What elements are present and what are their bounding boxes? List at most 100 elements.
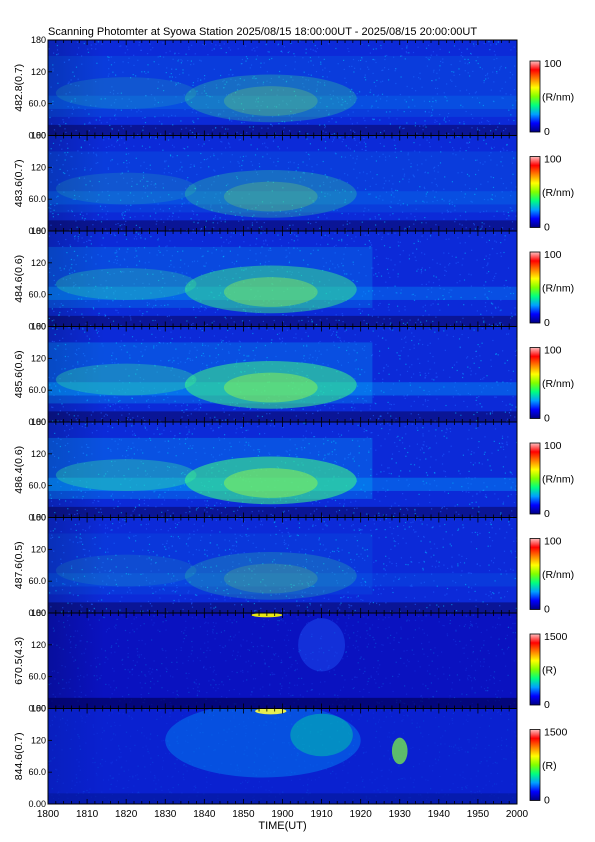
colorbar-max: 1500 — [544, 631, 568, 643]
y-tick-label: 180 — [31, 226, 46, 236]
y-tick-label: 120 — [31, 544, 46, 554]
x-axis-label: TIME(UT) — [258, 820, 306, 832]
x-tick-label: 1850 — [232, 809, 255, 820]
colorbar — [529, 60, 541, 133]
chart-title: Scanning Photomter at Syowa Station 2025… — [48, 26, 478, 38]
panel-ylabel: 844.6(0.7) — [13, 732, 25, 780]
x-tick-label: 1820 — [115, 809, 138, 820]
y-tick-label: 60.0 — [28, 672, 46, 682]
colorbar — [529, 347, 541, 419]
colorbar — [529, 251, 541, 324]
colorbar-min: 0 — [544, 317, 550, 329]
x-tick-label: 1940 — [428, 809, 451, 820]
y-tick-label: 60.0 — [28, 290, 46, 300]
colorbar-max: 100 — [544, 154, 562, 166]
panel-1: 0.00 60.0 120 180 482.8(0.7) 100 (R/nm) 0 — [13, 35, 574, 141]
y-tick-label: 120 — [31, 640, 46, 650]
y-tick-label: 120 — [31, 258, 46, 268]
colorbar — [529, 729, 541, 801]
colorbar-max: 100 — [544, 249, 562, 261]
colorbar-unit: (R/nm) — [542, 474, 574, 486]
panel-image — [48, 613, 517, 709]
x-tick-label: 1840 — [193, 809, 216, 820]
y-tick-label: 0.00 — [28, 131, 46, 141]
colorbar-min: 0 — [544, 604, 550, 616]
colorbar — [529, 442, 541, 515]
panel-ylabel: 486.4(0.6) — [13, 446, 25, 494]
y-tick-label: 60.0 — [28, 385, 46, 395]
panel-5: 0.00 60.0 120 180 486.4(0.6) 100 (R/nm) 0 — [13, 417, 574, 523]
y-tick-label: 0.00 — [28, 513, 46, 523]
panel-ylabel: 485.6(0.6) — [13, 350, 25, 398]
panel-3: 0.00 60.0 120 180 484.6(0.6) 100 (R/nm) 0 — [13, 226, 574, 332]
panel-image — [48, 708, 517, 804]
colorbar — [529, 538, 541, 610]
y-tick-label: 0.00 — [28, 322, 46, 332]
y-tick-label: 180 — [31, 704, 46, 714]
y-tick-label: 0.00 — [28, 608, 46, 618]
panel-image — [48, 40, 517, 136]
panel-ylabel: 483.6(0.7) — [13, 159, 25, 207]
panel-image — [48, 231, 517, 327]
panel-ylabel: 487.6(0.5) — [13, 541, 25, 589]
x-tick-label: 1930 — [389, 809, 412, 820]
panel-ylabel: 482.8(0.7) — [13, 64, 25, 112]
colorbar — [529, 633, 541, 706]
colorbar-max: 100 — [544, 58, 562, 70]
x-axis: 1800 1810 1820 1830 1840 1850 1900 1910 1920 1930… — [37, 809, 529, 832]
y-tick-label: 0.00 — [28, 799, 46, 809]
colorbar-max: 100 — [544, 345, 562, 357]
panel-4: 0.00 60.0 120 180 485.6(0.6) 100 (R/nm) 0 — [13, 322, 574, 428]
x-tick-label: 1800 — [37, 809, 60, 820]
y-tick-label: 60.0 — [28, 576, 46, 586]
y-tick-label: 120 — [31, 353, 46, 363]
x-tick-label: 1810 — [76, 809, 99, 820]
y-tick-label: 180 — [31, 417, 46, 427]
y-tick-label: 60.0 — [28, 767, 46, 777]
panel-image — [48, 517, 517, 613]
y-tick-label: 180 — [31, 35, 46, 45]
panel-6: 0.00 60.0 120 180 487.6(0.5) 100 (R/nm) 0 — [13, 513, 574, 619]
panel-ylabel: 484.6(0.6) — [13, 255, 25, 303]
colorbar — [529, 156, 541, 228]
y-tick-label: 60.0 — [28, 194, 46, 204]
panel-image — [48, 135, 517, 231]
colorbar-min: 0 — [544, 222, 550, 234]
y-tick-label: 120 — [31, 735, 46, 745]
x-tick-label: 2000 — [506, 809, 529, 820]
panel-8: 0.00 60.0 120 180 844.6(0.7) 1500 (R) 0 — [13, 704, 568, 810]
colorbar-unit: (R/nm) — [542, 378, 574, 390]
colorbar-min: 0 — [544, 795, 550, 807]
colorbar-unit: (R/nm) — [542, 283, 574, 295]
colorbar-unit: (R/nm) — [542, 187, 574, 199]
panel-ylabel: 670.5(4.3) — [13, 637, 25, 685]
y-tick-label: 180 — [31, 322, 46, 332]
y-tick-label: 120 — [31, 162, 46, 172]
colorbar-min: 0 — [544, 413, 550, 425]
colorbar-max: 100 — [544, 440, 562, 452]
y-tick-label: 180 — [31, 513, 46, 523]
colorbar-max: 1500 — [544, 727, 568, 739]
colorbar-unit: (R/nm) — [542, 92, 574, 104]
x-tick-label: 1910 — [310, 809, 333, 820]
colorbar-unit: (R) — [542, 760, 557, 772]
y-tick-label: 120 — [31, 449, 46, 459]
panel-7: 0.00 60.0 120 180 670.5(4.3) 1500 (R) 0 — [13, 608, 568, 714]
colorbar-min: 0 — [544, 699, 550, 711]
y-tick-label: 180 — [31, 608, 46, 618]
colorbar-unit: (R/nm) — [542, 569, 574, 581]
x-tick-label: 1950 — [467, 809, 490, 820]
y-tick-label: 180 — [31, 131, 46, 141]
panel-2: 0.00 60.0 120 180 483.6(0.7) 100 (R/nm) 0 — [13, 131, 574, 237]
panel-image — [48, 326, 517, 422]
x-tick-label: 1830 — [154, 809, 177, 820]
y-tick-label: 0.00 — [28, 226, 46, 236]
colorbar-unit: (R) — [542, 665, 557, 677]
colorbar-min: 0 — [544, 508, 550, 520]
y-tick-label: 60.0 — [28, 99, 46, 109]
y-tick-label: 60.0 — [28, 481, 46, 491]
panel-image — [48, 422, 517, 518]
x-tick-label: 1920 — [350, 809, 373, 820]
colorbar-min: 0 — [544, 126, 550, 138]
